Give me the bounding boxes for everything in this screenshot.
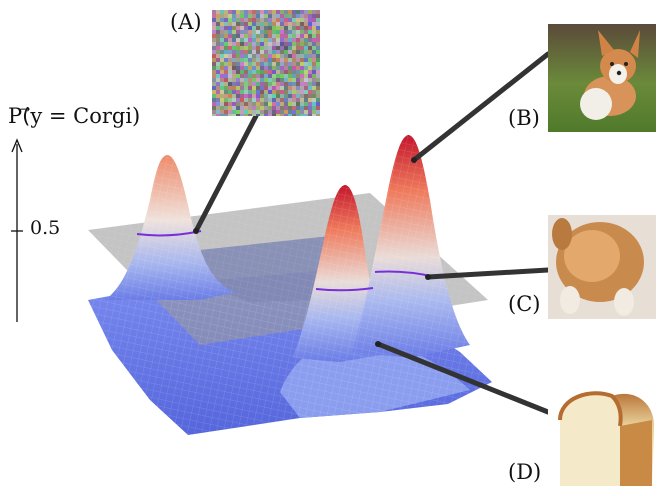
contour-c (315, 287, 374, 292)
y-axis (11, 138, 23, 322)
leader-b (411, 51, 551, 163)
leader-d (375, 341, 551, 415)
callout-label-d: (D) (508, 460, 542, 484)
leader-c (425, 267, 551, 280)
image-b-corgi (548, 24, 656, 132)
image-c-fluffy (548, 215, 656, 319)
callout-label-b: (B) (508, 106, 540, 130)
callout-label-c: (C) (508, 292, 541, 316)
y-axis-label: P(⃗y = Corgi) (8, 104, 141, 128)
image-d-bread (548, 383, 656, 487)
leader-a (193, 113, 259, 234)
image-a-noise (212, 10, 320, 116)
callout-label-a: (A) (170, 10, 202, 34)
y-axis-tick-label: 0.5 (30, 217, 61, 239)
